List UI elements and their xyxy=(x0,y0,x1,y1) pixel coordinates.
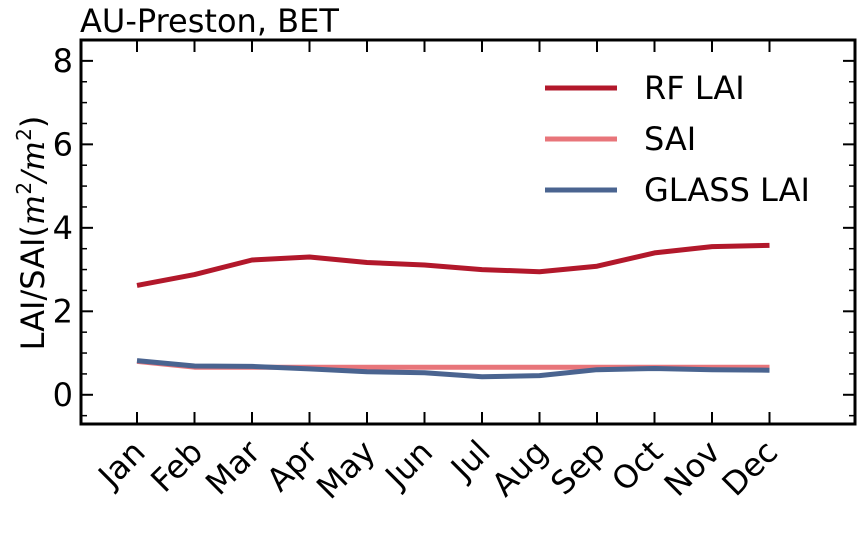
svg-text:LAI/SAI(m2/m2): LAI/SAI(m2/m2) xyxy=(12,116,52,351)
y-tick-label: 6 xyxy=(53,125,73,163)
y-axis-label-slash: / xyxy=(14,168,52,185)
y-tick-label: 2 xyxy=(53,292,73,330)
series-line-rf-lai xyxy=(136,242,770,288)
x-tick-label: Nov xyxy=(657,433,728,504)
y-axis-label-exp2: 2 xyxy=(12,128,36,141)
legend-label: SAI xyxy=(644,120,696,158)
x-tick-label: Feb xyxy=(143,433,210,500)
y-axis-label-prefix: LAI/SAI( xyxy=(14,225,52,350)
series-line-glass-lai xyxy=(136,358,770,380)
legend-label: RF LAI xyxy=(644,69,745,107)
x-tick-label: Apr xyxy=(259,432,326,499)
legend-label: GLASS LAI xyxy=(644,171,810,209)
x-tick-label: Jun xyxy=(377,433,441,497)
legend: RF LAI SAI GLASS LAI xyxy=(545,69,810,209)
x-tick-label: Dec xyxy=(715,433,786,504)
x-tick-label: Jan xyxy=(89,433,152,496)
y-tick-label: 0 xyxy=(53,376,73,414)
x-tick-label: Aug xyxy=(484,433,555,504)
y-tick-label: 8 xyxy=(53,42,73,80)
x-tick-label: May xyxy=(309,433,383,507)
y-axis-label-suffix: ) xyxy=(14,116,52,128)
chart-title: AU-Preston, BET xyxy=(80,2,339,40)
plot-frame xyxy=(79,38,857,426)
x-tick-label: Oct xyxy=(604,433,670,499)
y-tick-label: 4 xyxy=(53,209,73,247)
y-axis-label-unit-b: m xyxy=(14,141,52,171)
x-tick-label: Sep xyxy=(543,433,613,503)
y-axis-label: LAI/SAI(m2/m2) xyxy=(12,116,52,351)
series-layer xyxy=(136,242,770,380)
y-axis-label-unit-a: m xyxy=(14,195,52,225)
y-axis-label-exp1: 2 xyxy=(12,182,36,195)
x-tick-label: Mar xyxy=(198,432,268,502)
